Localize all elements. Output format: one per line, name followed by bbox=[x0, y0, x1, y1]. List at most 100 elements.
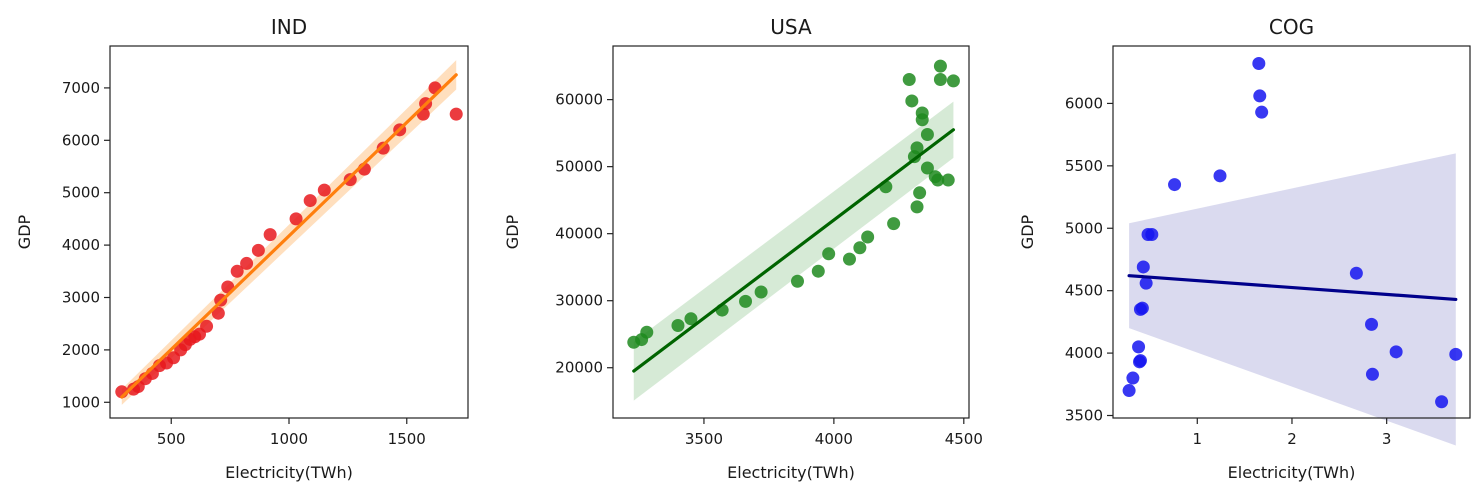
x-tick-label-cog: 1 bbox=[1193, 430, 1203, 448]
data-point-usa bbox=[739, 294, 753, 308]
data-point-ind bbox=[240, 256, 254, 270]
data-point-cog bbox=[1139, 276, 1153, 290]
x-axis-label-ind: Electricity(TWh) bbox=[225, 463, 353, 482]
data-point-cog bbox=[1126, 371, 1140, 385]
y-tick-label-usa: 20000 bbox=[555, 359, 603, 377]
data-point-usa bbox=[931, 173, 945, 187]
y-tick-label-cog: 5000 bbox=[1065, 219, 1103, 237]
data-point-ind bbox=[251, 243, 265, 257]
y-tick-label-cog: 3500 bbox=[1065, 407, 1103, 425]
y-tick-label-ind: 4000 bbox=[62, 236, 100, 254]
data-point-usa bbox=[887, 217, 901, 231]
y-axis-label-cog: GDP bbox=[1018, 214, 1037, 249]
y-tick-label-ind: 3000 bbox=[62, 288, 100, 306]
data-point-cog bbox=[1122, 384, 1136, 398]
data-point-ind bbox=[211, 306, 225, 320]
data-point-usa bbox=[684, 312, 698, 326]
data-point-cog bbox=[1435, 395, 1449, 409]
data-point-usa bbox=[915, 106, 929, 120]
x-axis-label-cog: Electricity(TWh) bbox=[1228, 463, 1356, 482]
y-tick-label-ind: 2000 bbox=[62, 341, 100, 359]
data-point-ind bbox=[376, 141, 390, 155]
data-point-ind bbox=[449, 107, 463, 121]
panel-usa: 3500 4000 4500 20000 30000 40000 50000 60000 USA… bbox=[503, 15, 983, 482]
data-point-usa bbox=[754, 285, 768, 299]
y-tick-label-ind: 7000 bbox=[62, 79, 100, 97]
data-point-ind bbox=[200, 319, 214, 333]
y-tick-label-cog: 4500 bbox=[1065, 282, 1103, 300]
data-point-cog bbox=[1349, 266, 1363, 280]
data-point-usa bbox=[790, 274, 804, 288]
x-tick-label-ind: 1500 bbox=[388, 430, 426, 448]
y-axis-label-ind: GDP bbox=[15, 214, 34, 249]
y-tick-label-usa: 30000 bbox=[555, 292, 603, 310]
chart-title-usa: USA bbox=[770, 15, 812, 39]
y-tick-label-cog: 5500 bbox=[1065, 157, 1103, 175]
data-point-usa bbox=[946, 74, 960, 88]
data-point-cog bbox=[1132, 340, 1146, 354]
data-point-cog bbox=[1135, 301, 1149, 315]
data-point-cog bbox=[1253, 89, 1267, 103]
data-point-cog bbox=[1213, 169, 1227, 183]
data-point-cog bbox=[1136, 260, 1150, 274]
x-tick-label-ind: 500 bbox=[157, 430, 186, 448]
data-point-ind bbox=[343, 173, 357, 187]
data-point-usa bbox=[913, 186, 927, 200]
confidence-band-cog bbox=[1129, 153, 1456, 446]
data-point-usa bbox=[905, 94, 919, 108]
y-axis-label-usa: GDP bbox=[503, 214, 522, 249]
data-point-cog bbox=[1252, 56, 1266, 70]
x-tick-label-usa: 4000 bbox=[815, 430, 853, 448]
data-point-cog bbox=[1449, 347, 1463, 361]
regression-line-ind bbox=[120, 73, 458, 399]
data-point-cog bbox=[1255, 105, 1269, 119]
confidence-band-ind bbox=[121, 60, 457, 405]
data-point-ind bbox=[230, 264, 244, 278]
data-point-usa bbox=[933, 59, 947, 73]
data-point-usa bbox=[902, 73, 916, 87]
data-point-usa bbox=[640, 325, 654, 339]
data-point-ind bbox=[303, 194, 317, 208]
data-point-cog bbox=[1145, 227, 1159, 241]
y-tick-label-usa: 60000 bbox=[555, 91, 603, 109]
data-point-usa bbox=[671, 319, 685, 333]
data-point-usa bbox=[941, 173, 955, 187]
chart-title-ind: IND bbox=[271, 15, 307, 39]
y-tick-label-cog: 4000 bbox=[1065, 344, 1103, 362]
x-tick-label-usa: 3500 bbox=[685, 430, 723, 448]
data-point-usa bbox=[861, 230, 875, 244]
data-point-usa bbox=[853, 241, 867, 255]
x-tick-label-usa: 4500 bbox=[945, 430, 983, 448]
x-tick-label-cog: 3 bbox=[1382, 430, 1392, 448]
data-point-usa bbox=[920, 127, 934, 141]
data-point-cog bbox=[1365, 367, 1379, 381]
panel-ind: 500 1000 1500 1000 2000 3000 4000 5000 6000 7000 I… bbox=[15, 15, 469, 482]
y-tick-label-ind: 6000 bbox=[62, 131, 100, 149]
data-point-cog bbox=[1133, 354, 1147, 368]
data-point-ind bbox=[289, 212, 303, 226]
data-point-cog bbox=[1365, 317, 1379, 331]
data-point-usa bbox=[910, 141, 924, 155]
x-tick-label-cog: 2 bbox=[1287, 430, 1297, 448]
data-point-usa bbox=[842, 252, 856, 266]
data-point-cog bbox=[1389, 345, 1403, 359]
data-point-usa bbox=[822, 247, 836, 261]
data-point-usa bbox=[920, 161, 934, 175]
regression-line-usa bbox=[632, 128, 956, 373]
data-point-ind bbox=[317, 183, 331, 197]
y-tick-label-usa: 50000 bbox=[555, 158, 603, 176]
data-point-usa bbox=[910, 200, 924, 214]
x-axis-label-usa: Electricity(TWh) bbox=[727, 463, 855, 482]
y-tick-label-cog: 6000 bbox=[1065, 94, 1103, 112]
chart-title-cog: COG bbox=[1269, 15, 1314, 39]
panel-cog: 1 2 3 3500 4000 4500 5000 5500 6000 COG Electricit… bbox=[1018, 15, 1471, 482]
data-point-cog bbox=[1168, 178, 1182, 192]
x-tick-label-ind: 1000 bbox=[270, 430, 308, 448]
axes-frame-usa bbox=[612, 45, 970, 419]
data-point-usa bbox=[811, 264, 825, 278]
y-tick-label-usa: 40000 bbox=[555, 225, 603, 243]
regression-line-cog bbox=[1127, 274, 1458, 302]
data-point-usa bbox=[933, 73, 947, 87]
y-tick-label-ind: 5000 bbox=[62, 184, 100, 202]
